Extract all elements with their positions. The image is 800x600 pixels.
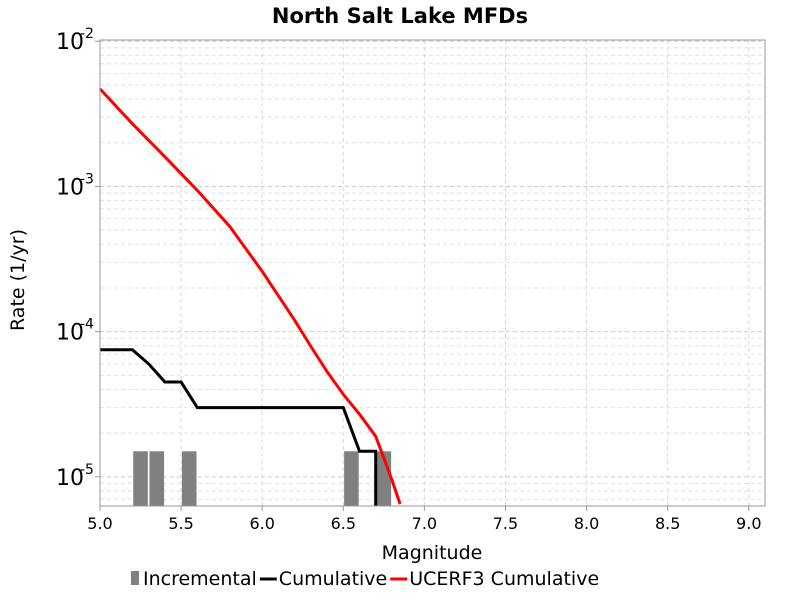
incremental-bar: [344, 451, 359, 506]
y-tick-label: 10: [56, 466, 84, 491]
y-tick-label: 10: [56, 30, 84, 55]
x-tick-label: 6.0: [249, 514, 274, 533]
y-tick-exponent: -5: [80, 462, 94, 478]
y-tick-label: 10: [56, 321, 84, 346]
incremental-bars: [133, 451, 392, 506]
x-tick-label: 8.5: [655, 514, 680, 533]
legend-label: Incremental: [143, 568, 257, 590]
y-tick-exponent: -3: [80, 171, 94, 187]
chart-title: North Salt Lake MFDs: [272, 4, 528, 28]
x-axis-ticks: 5.0 5.5 6.0 6.5 7.0 7.5 8.0 8.5 9.0: [87, 506, 762, 533]
legend-label: UCERF3 Cumulative: [409, 568, 599, 590]
y-tick-label: 10: [56, 175, 84, 200]
plot-area: [100, 40, 765, 506]
y-tick-exponent: -4: [80, 317, 94, 333]
incremental-bar: [149, 451, 165, 506]
legend: Incremental Cumulative UCERF3 Cumulative: [131, 568, 599, 590]
ucerf3-cumulative-line: [98, 87, 402, 505]
x-tick-label: 7.5: [493, 514, 518, 533]
plot-border: [99, 39, 766, 507]
x-tick-label: 5.0: [87, 514, 112, 533]
x-tick-label: 7.0: [412, 514, 437, 533]
y-tick-exponent: -2: [80, 26, 94, 42]
x-axis-label: Magnitude: [382, 542, 483, 564]
x-tick-label: 6.5: [331, 514, 356, 533]
legend-label: Cumulative: [279, 568, 387, 590]
x-tick-label: 9.0: [736, 514, 761, 533]
grid: [100, 40, 765, 506]
x-tick-label: 8.0: [574, 514, 599, 533]
incremental-bar: [181, 451, 197, 506]
x-tick-label: 5.5: [168, 514, 193, 533]
series-lines: [98, 87, 402, 506]
cumulative-line: [100, 348, 378, 506]
y-axis-ticks: 10-210-310-410-5: [56, 26, 100, 491]
incremental-bar: [133, 451, 148, 506]
y-axis-label: Rate (1/yr): [7, 229, 29, 331]
legend-swatch-incremental: [131, 571, 139, 585]
